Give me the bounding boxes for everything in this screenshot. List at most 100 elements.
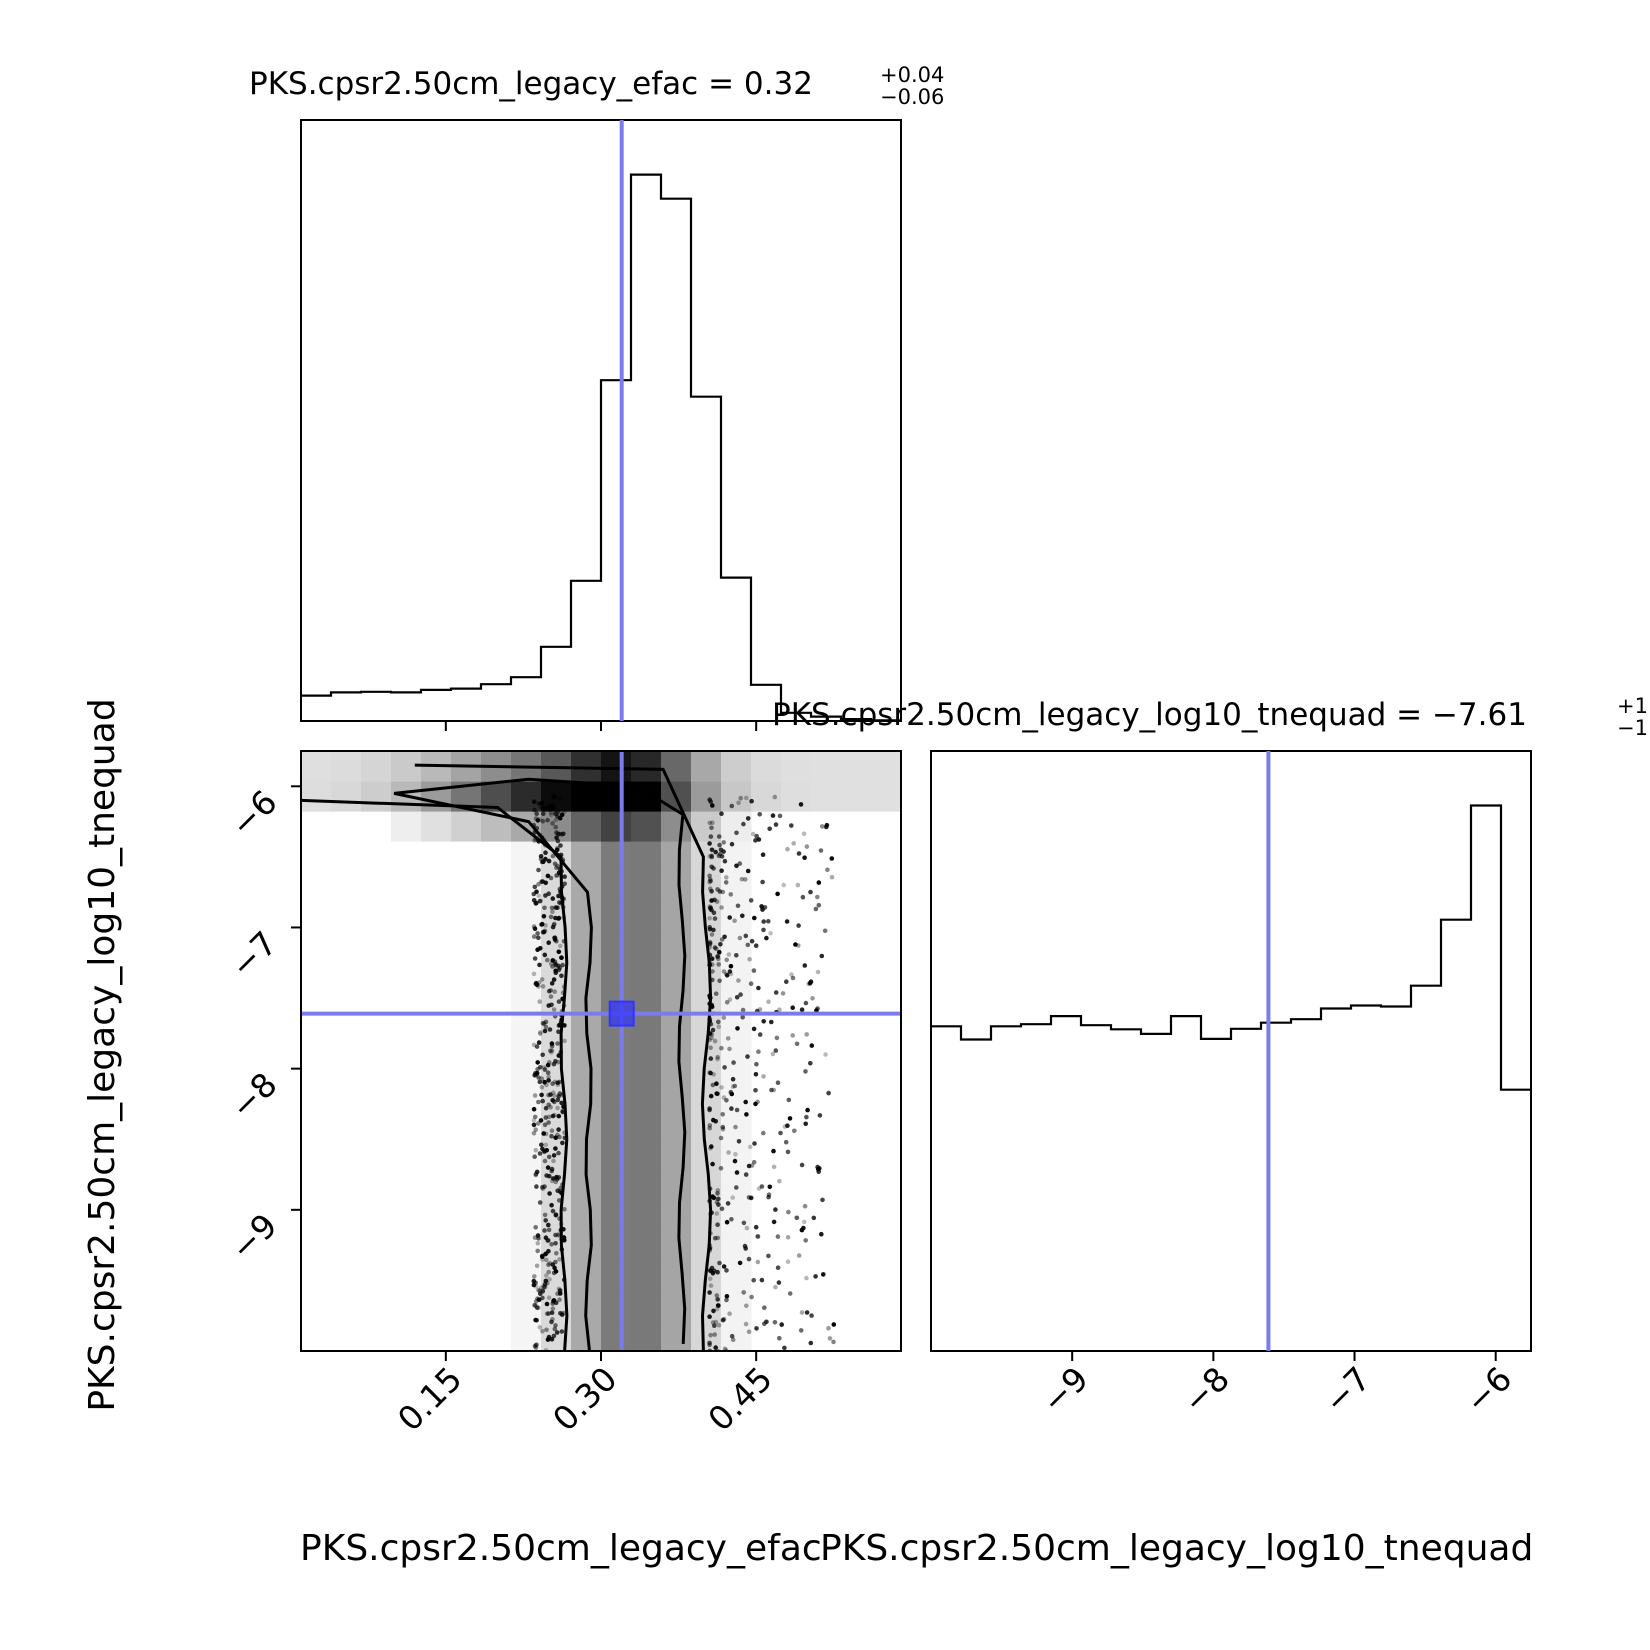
efac-title: PKS.cpsr2.50cm_legacy_efac = 0.32	[249, 66, 813, 102]
density-cell	[721, 1141, 752, 1172]
sample-point	[547, 1191, 552, 1196]
sample-point	[553, 1323, 558, 1328]
density-cell	[571, 901, 602, 932]
sample-point	[826, 1090, 831, 1096]
sample-point	[708, 1332, 713, 1338]
sample-point	[708, 1093, 714, 1099]
sample-point	[538, 854, 544, 859]
sample-point	[533, 1280, 538, 1286]
density-cell	[601, 1261, 632, 1292]
sample-point	[712, 897, 717, 903]
sample-point	[757, 812, 762, 817]
contour-line	[393, 777, 687, 1351]
sample-point	[726, 952, 732, 957]
sample-point	[539, 977, 545, 982]
sample-point	[535, 1248, 540, 1254]
density-cell	[601, 961, 632, 992]
density-cell	[511, 841, 542, 872]
sample-point	[754, 1326, 759, 1331]
sample-point	[768, 931, 773, 936]
sample-point	[550, 924, 556, 930]
y-tick-label: −6	[223, 782, 285, 844]
sample-point	[535, 1060, 540, 1065]
sample-point	[749, 938, 755, 944]
sample-point	[544, 1251, 549, 1256]
sample-point	[553, 1213, 559, 1218]
sample-point	[770, 1051, 776, 1057]
sample-point	[751, 1026, 757, 1032]
joint-panel: 0.15 0.30 0.45 −6 −7 −8 −9 PKS.cpsr2.50cm_leg…	[82, 698, 902, 1569]
sample-point	[730, 1337, 736, 1343]
sample-point	[712, 916, 718, 921]
sample-point	[536, 1297, 542, 1302]
sample-point	[540, 1184, 545, 1190]
sample-point	[556, 1029, 561, 1034]
sample-point	[542, 1228, 547, 1233]
sample-point	[727, 969, 733, 974]
density-cell	[661, 1201, 692, 1232]
tnequad-title-sub: −1	[1617, 716, 1648, 740]
sample-point	[716, 1322, 722, 1328]
sample-point	[776, 1280, 782, 1285]
sample-point	[553, 1059, 558, 1064]
density-cell	[661, 931, 692, 962]
sample-point	[534, 889, 539, 895]
density-cell	[721, 751, 752, 782]
sample-point	[543, 850, 548, 855]
sample-point	[799, 1007, 805, 1012]
sample-point	[532, 1073, 537, 1078]
density-cell	[631, 1231, 662, 1262]
sample-point	[727, 997, 733, 1002]
sample-point	[751, 968, 757, 973]
sample-point	[753, 943, 759, 948]
sample-point	[535, 1241, 541, 1246]
sample-point	[783, 1139, 789, 1145]
sample-point	[826, 1326, 831, 1331]
density-cell	[361, 781, 392, 812]
sample-point	[787, 1116, 793, 1121]
sample-point	[714, 1306, 720, 1312]
sample-point	[545, 957, 550, 963]
sample-point	[555, 846, 560, 851]
density-cell	[541, 1051, 572, 1082]
sample-point	[543, 1115, 549, 1120]
sample-point	[761, 1019, 766, 1024]
sample-point	[743, 933, 749, 939]
sample-point	[753, 1224, 759, 1230]
sample-point	[819, 1231, 824, 1237]
sample-point	[786, 1097, 792, 1103]
sample-point	[710, 969, 715, 974]
density-cell	[691, 871, 722, 902]
sample-point	[708, 1056, 714, 1061]
sample-point	[813, 906, 819, 912]
sample-point	[720, 1127, 726, 1132]
sample-point	[771, 1219, 777, 1225]
sample-point	[546, 1154, 552, 1160]
sample-point	[784, 979, 789, 984]
sample-point	[544, 1273, 549, 1278]
sample-point	[534, 1305, 540, 1311]
sample-point	[712, 1235, 718, 1241]
sample-point	[553, 824, 558, 830]
sample-point	[556, 893, 561, 899]
sample-point	[549, 1041, 555, 1046]
sample-point	[785, 1149, 791, 1155]
sample-point	[557, 1257, 562, 1262]
sample-point	[827, 1336, 833, 1341]
sample-point	[819, 824, 825, 829]
x-tick-label: 0.15	[390, 1359, 470, 1439]
density-cell	[331, 751, 362, 782]
sample-point	[716, 853, 722, 859]
density-cell	[661, 811, 692, 842]
sample-point	[548, 994, 554, 999]
sample-point	[717, 1260, 722, 1266]
sample-point	[790, 1033, 795, 1038]
sample-point	[546, 1078, 551, 1083]
sample-point	[550, 1098, 555, 1103]
sample-point	[548, 803, 553, 809]
sample-point	[558, 1311, 563, 1316]
sample-point	[556, 949, 562, 955]
density-cell	[691, 961, 722, 992]
density-cell	[511, 1261, 542, 1292]
sample-point	[540, 1289, 546, 1294]
